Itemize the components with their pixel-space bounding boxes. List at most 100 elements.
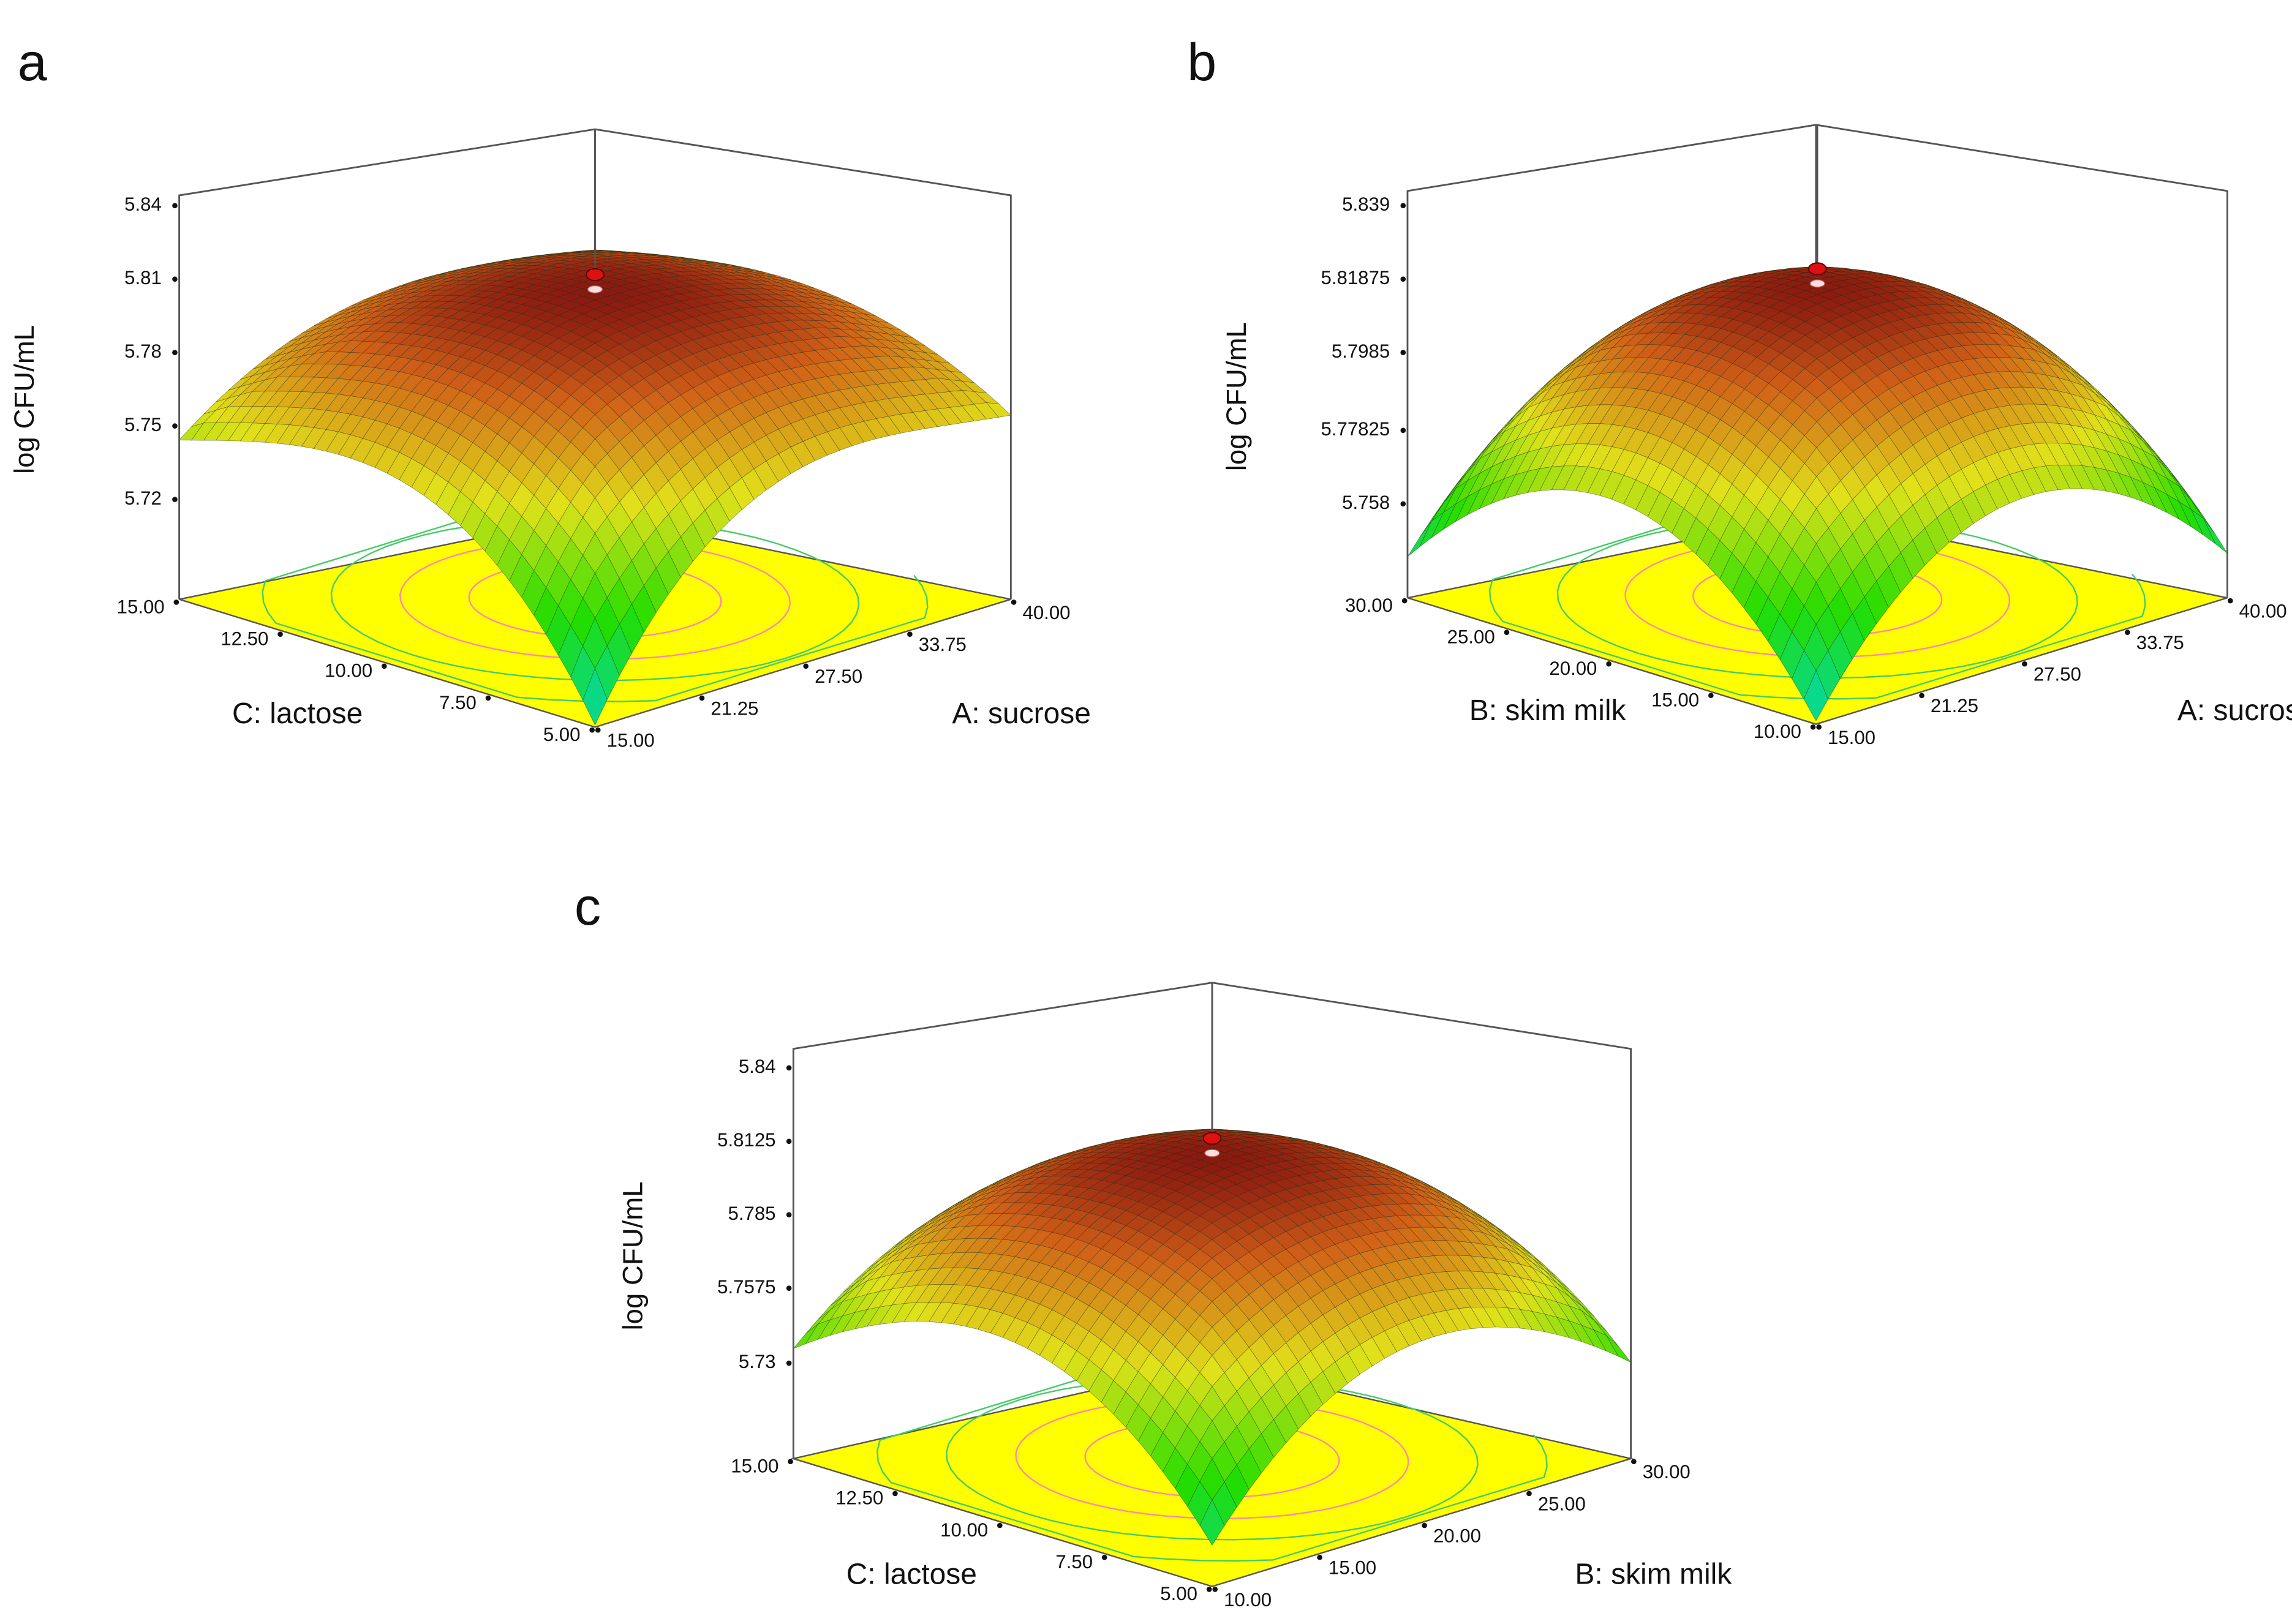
x-tick-label: 10.00 xyxy=(1224,1589,1272,1611)
x-tick xyxy=(1422,1522,1427,1528)
y-tick-label: 30.00 xyxy=(1345,595,1393,616)
y-tick xyxy=(1206,1587,1212,1592)
z-tick xyxy=(1400,501,1406,507)
z-tick-label: 5.785 xyxy=(728,1203,776,1224)
z-axis-label: log CFU/mL xyxy=(1221,322,1252,471)
panel-b: b 5.839 5.81875 5.7985 5.77825 5.758 log CFU/m… xyxy=(1187,33,2292,748)
y-tick-label: 20.00 xyxy=(1549,658,1597,679)
y-tick-label: 12.50 xyxy=(835,1487,883,1509)
x-tick-label: 15.00 xyxy=(1828,727,1875,748)
x-tick xyxy=(1631,1459,1637,1465)
y-tick-label: 25.00 xyxy=(1447,626,1495,647)
y-tick-label: 5.00 xyxy=(1160,1583,1197,1604)
z-tick xyxy=(786,1212,792,1218)
z-tick xyxy=(786,1065,792,1071)
y-tick xyxy=(277,631,283,637)
y-tick-label: 7.50 xyxy=(439,692,477,713)
panel-label-a: a xyxy=(18,33,48,92)
optimum-marker xyxy=(1202,1132,1222,1145)
z-tick xyxy=(1400,203,1406,209)
panel-c: c 5.84 5.8125 5.785 5.7575 5.73 log CFU/mL 5.00… xyxy=(575,878,1732,1611)
z-tick xyxy=(172,276,178,282)
x-tick-label: 33.75 xyxy=(2136,632,2184,653)
y-tick-label: 7.50 xyxy=(1055,1551,1093,1573)
x-tick-label: 25.00 xyxy=(1538,1493,1586,1514)
x-tick xyxy=(699,695,705,701)
x-tick-label: 27.50 xyxy=(815,666,862,687)
z-tick-label: 5.72 xyxy=(124,487,162,509)
z-tick-label: 5.81 xyxy=(124,267,162,288)
x-tick-label: 27.50 xyxy=(2034,664,2081,685)
z-axis-label: log CFU/mL xyxy=(9,325,40,474)
x-tick-label: 21.25 xyxy=(711,697,758,719)
z-tick xyxy=(1400,350,1406,356)
x-tick-label: 33.75 xyxy=(919,634,967,655)
y-tick xyxy=(892,1491,898,1497)
x-tick-label: 30.00 xyxy=(1643,1461,1691,1483)
z-tick xyxy=(786,1360,792,1366)
x-tick-label: 15.00 xyxy=(1329,1557,1376,1579)
y-tick-label: 15.00 xyxy=(731,1456,778,1477)
z-tick-label: 5.7575 xyxy=(717,1276,775,1298)
panel-label-c: c xyxy=(575,878,601,936)
optimum-marker xyxy=(586,268,605,282)
z-tick xyxy=(1400,427,1406,434)
y-tick xyxy=(1101,1554,1107,1560)
optimum-marker xyxy=(1808,262,1827,276)
z-tick-label: 5.77825 xyxy=(1321,418,1390,440)
optimum-projection xyxy=(1809,279,1825,288)
z-tick xyxy=(172,423,178,429)
x-tick-label: 21.25 xyxy=(1931,695,1978,716)
x-tick-label: 15.00 xyxy=(607,730,655,751)
z-tick-label: 5.84 xyxy=(739,1056,776,1077)
x-tick xyxy=(595,727,601,733)
surface-cell xyxy=(1199,1499,1225,1546)
panel-label-b: b xyxy=(1187,33,1216,92)
x-tick xyxy=(2125,630,2130,635)
x-tick-label: 40.00 xyxy=(1023,602,1071,623)
z-tick-label: 5.78 xyxy=(124,340,162,362)
optimum-projection xyxy=(1204,1149,1220,1157)
z-tick-label: 5.758 xyxy=(1342,492,1390,513)
y-tick-label: 10.00 xyxy=(325,660,372,682)
z-tick-label: 5.8125 xyxy=(717,1129,775,1151)
x-axis-label: B: skim milk xyxy=(1575,1558,1732,1590)
y-tick xyxy=(1504,630,1510,635)
x-tick-label: 20.00 xyxy=(1433,1525,1481,1546)
z-tick xyxy=(172,497,178,502)
x-tick xyxy=(1526,1491,1532,1497)
x-tick xyxy=(2227,598,2233,604)
y-tick xyxy=(788,1459,793,1465)
z-axis-label: log CFU/mL xyxy=(617,1181,648,1330)
y-tick-label: 15.00 xyxy=(117,596,165,617)
optimum-projection xyxy=(587,285,603,294)
z-tick-label: 5.75 xyxy=(124,414,162,435)
z-tick xyxy=(786,1138,792,1145)
x-axis-label: A: sucrose xyxy=(952,697,1091,730)
y-tick-label: 10.00 xyxy=(1754,721,1801,742)
x-tick xyxy=(1317,1554,1322,1560)
y-tick xyxy=(381,663,387,669)
y-tick xyxy=(1401,598,1408,604)
y-axis-label: B: skim milk xyxy=(1469,694,1627,727)
x-tick xyxy=(1011,600,1017,605)
response-surface xyxy=(793,1129,1631,1546)
y-tick xyxy=(1708,693,1714,699)
y-axis-label: C: lactose xyxy=(846,1558,977,1590)
x-tick xyxy=(1816,724,1822,730)
panel-a: a 5.84 5.81 5.78 5.75 5.72 log CFU/mL 5.00 7.50 1… xyxy=(9,33,1091,751)
y-tick-label: 15.00 xyxy=(1651,690,1699,711)
y-tick xyxy=(1810,724,1816,730)
response-surface xyxy=(178,249,1011,726)
x-tick-label: 40.00 xyxy=(2239,600,2287,622)
y-tick-label: 5.00 xyxy=(543,724,581,745)
x-tick xyxy=(1919,693,1924,699)
z-tick xyxy=(172,350,178,356)
y-tick xyxy=(997,1522,1003,1528)
y-tick xyxy=(485,695,491,701)
z-tick-label: 5.81875 xyxy=(1321,267,1390,288)
y-tick xyxy=(589,727,595,733)
y-tick xyxy=(1606,661,1612,667)
z-tick-label: 5.73 xyxy=(739,1351,776,1372)
